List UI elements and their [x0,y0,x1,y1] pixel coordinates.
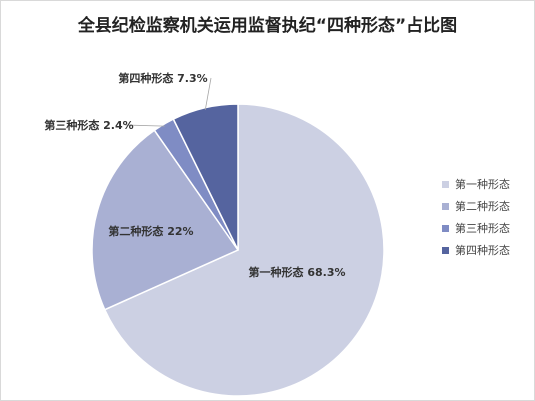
pie-slices [91,103,385,397]
legend-label: 第二种形态 [455,200,510,213]
leader-line-3 [124,124,165,127]
data-label-1: 第一种形态 68.3% [249,265,346,279]
legend: 第一种形态第二种形态第三种形态第四种形态 [442,173,510,261]
legend-swatch [442,224,449,232]
label-leader-lines [124,77,212,127]
pie-slice-2 [91,129,240,311]
legend-item-3: 第三种形态 [442,217,510,239]
leader-line-4 [204,77,212,110]
legend-item-4: 第四种形态 [442,239,510,261]
legend-label: 第三种形态 [455,222,510,235]
chart-title: 全县纪检监察机关运用监督执纪“四种形态”占比图 [77,16,458,36]
data-label-3: 第三种形态 2.4% [44,118,133,132]
legend-swatch [442,180,449,188]
legend-swatch [442,246,449,254]
legend-label: 第四种形态 [455,244,510,257]
legend-item-1: 第一种形态 [442,173,510,195]
data-label-2: 第二种形态 22% [108,224,193,238]
data-labels: 第一种形态 68.3% 第二种形态 22% 第三种形态 2.4% 第四种形态 7.3% [44,71,345,279]
legend-label: 第一种形态 [455,178,510,191]
pie-slice-1 [103,103,385,397]
pie-slice-4 [172,103,239,251]
legend-item-2: 第二种形态 [442,195,510,217]
data-label-4: 第四种形态 7.3% [118,71,207,85]
legend-swatch [442,202,449,210]
